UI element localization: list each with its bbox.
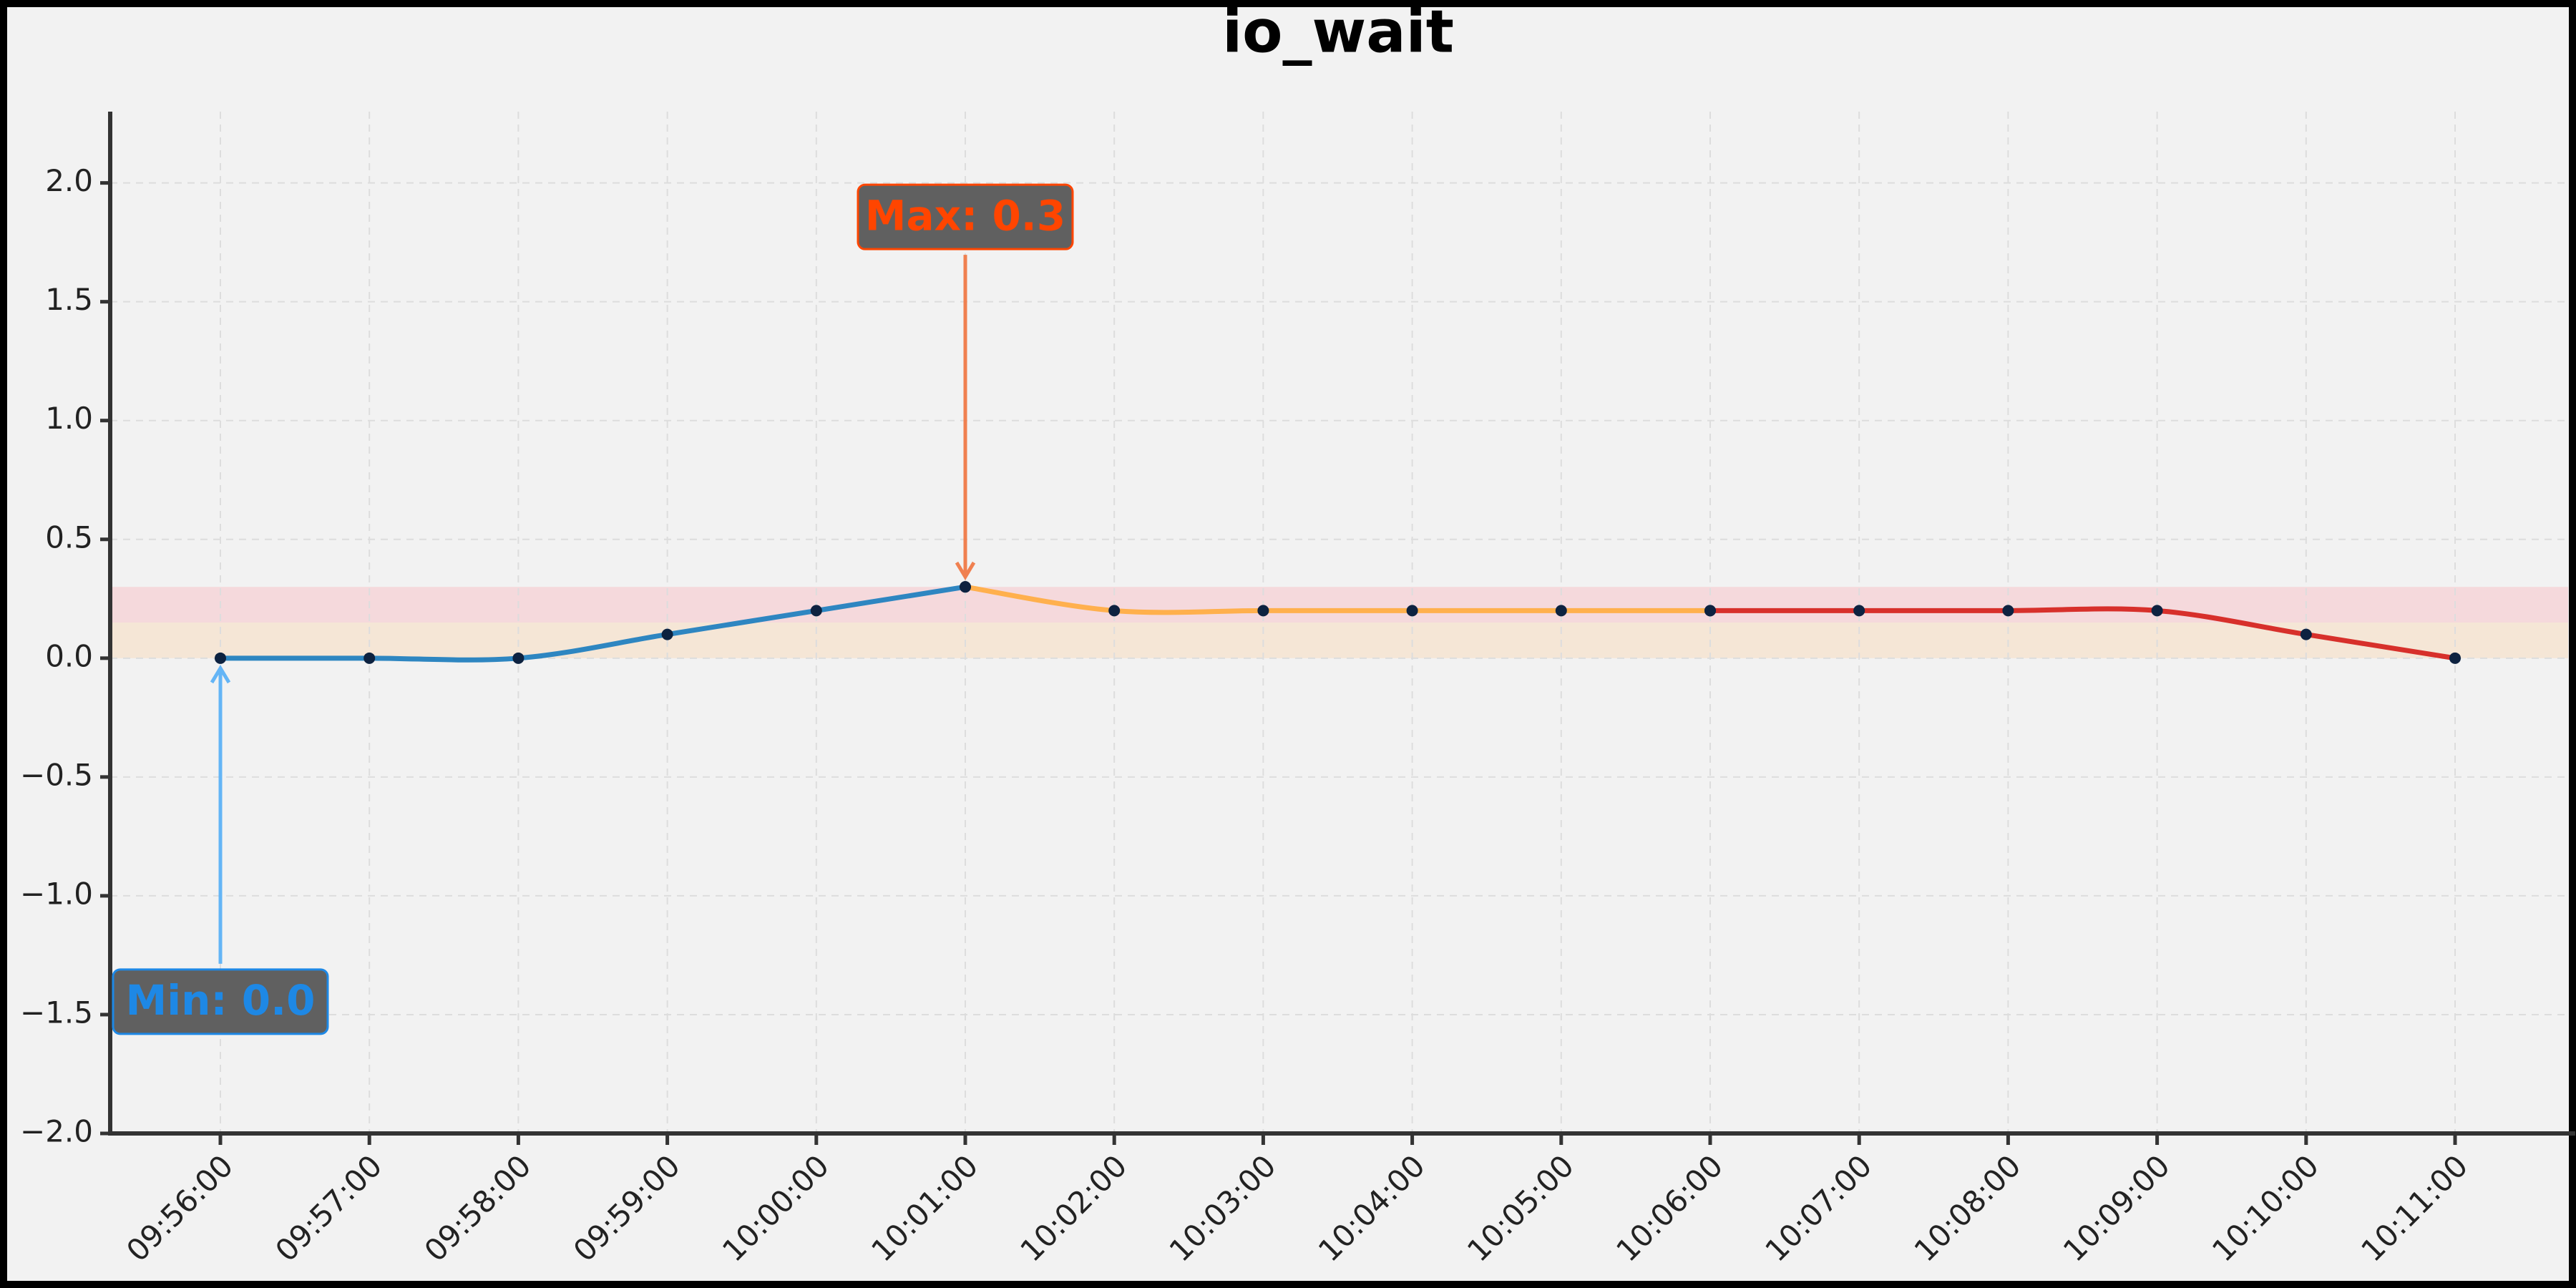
data-point: [2002, 605, 2014, 617]
y-tick-label: 2.0: [45, 163, 93, 198]
y-tick-label: −1.0: [20, 876, 93, 911]
annotation-label: Min: 0.0: [125, 976, 315, 1025]
annotation-box: [857, 183, 1074, 250]
data-point: [1555, 605, 1567, 617]
annotation-box: [112, 968, 329, 1035]
data-point: [661, 628, 673, 640]
data-point: [810, 605, 822, 617]
arrow-head: [955, 561, 976, 581]
data-point: [364, 652, 376, 664]
annotation-label: Max: 0.3: [865, 191, 1065, 240]
chart-title: io_wait: [1222, 0, 1454, 66]
y-tick-label: 1.5: [45, 282, 93, 317]
data-point: [2449, 652, 2461, 664]
y-tick-label: 0.0: [45, 638, 93, 673]
data-point: [215, 652, 226, 664]
line-series: [220, 584, 966, 663]
data-point: [1257, 605, 1269, 617]
data-point: [512, 652, 525, 664]
data-point: [1853, 605, 1865, 617]
y-tick-label: −1.5: [20, 995, 93, 1030]
data-point: [1406, 605, 1418, 617]
data-point: [1108, 605, 1121, 617]
data-point: [1704, 605, 1716, 617]
y-tick-label: 1.0: [45, 401, 93, 436]
arrow-head: [210, 664, 231, 684]
data-point: [2300, 628, 2312, 640]
line-series: [965, 584, 1710, 615]
threshold-band: [110, 587, 2568, 623]
threshold-band: [110, 623, 2568, 658]
line-series: [1709, 606, 2456, 661]
data-point: [960, 581, 971, 593]
y-tick-label: −2.0: [20, 1114, 93, 1149]
data-point: [2151, 605, 2163, 617]
y-tick-label: −0.5: [20, 757, 93, 792]
y-tick-label: 0.5: [45, 519, 93, 555]
